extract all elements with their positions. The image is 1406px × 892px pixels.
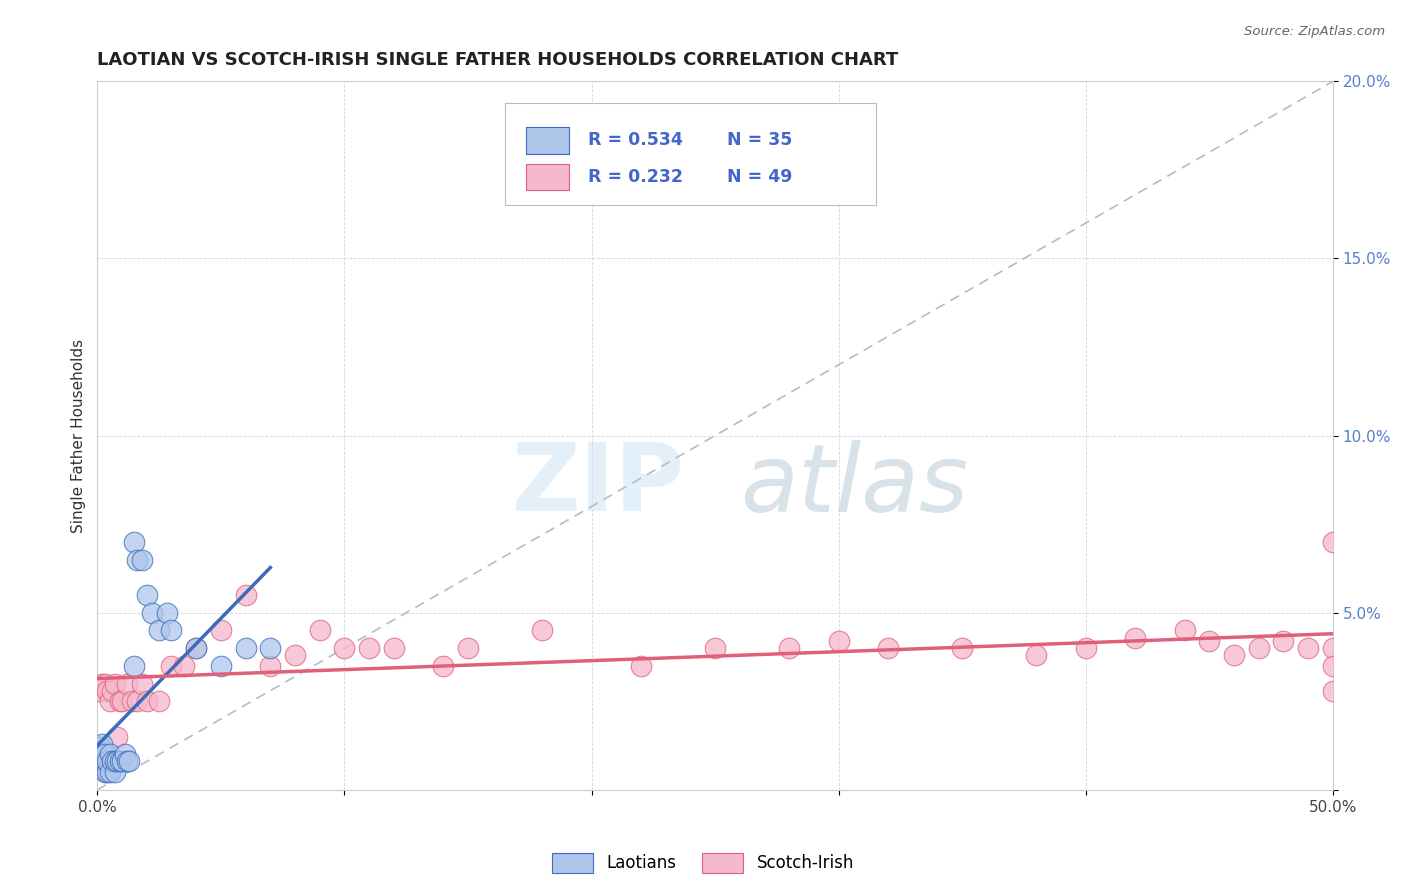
Point: [94, 765, 117, 780]
Text: N = 35: N = 35: [727, 131, 793, 149]
Point: [778, 641, 800, 656]
Point: [235, 588, 257, 602]
Point: [1322, 641, 1344, 656]
Legend: Laotians, Scotch-Irish: Laotians, Scotch-Irish: [546, 847, 860, 880]
Point: [1272, 634, 1295, 648]
Point: [1322, 534, 1344, 549]
Point: [124, 534, 146, 549]
Point: [160, 658, 183, 673]
Point: [1322, 683, 1344, 698]
FancyBboxPatch shape: [526, 127, 569, 153]
Point: [91, 676, 114, 690]
Point: [333, 641, 356, 656]
Text: N = 49: N = 49: [727, 168, 793, 186]
Point: [259, 658, 281, 673]
Point: [94, 755, 117, 769]
Point: [148, 624, 170, 638]
Point: [1074, 641, 1097, 656]
Point: [89, 683, 111, 698]
Point: [235, 641, 257, 656]
Point: [160, 624, 183, 638]
Point: [89, 740, 111, 755]
Point: [209, 624, 232, 638]
Point: [359, 641, 381, 656]
Text: R = 0.534: R = 0.534: [588, 131, 683, 149]
FancyBboxPatch shape: [526, 163, 569, 191]
Point: [91, 737, 114, 751]
Point: [91, 747, 114, 762]
Point: [173, 658, 195, 673]
Point: [96, 755, 118, 769]
Point: [89, 747, 111, 762]
Text: Source: ZipAtlas.com: Source: ZipAtlas.com: [1244, 25, 1385, 38]
FancyBboxPatch shape: [505, 103, 876, 205]
Point: [148, 694, 170, 708]
Point: [131, 552, 153, 566]
Point: [1198, 634, 1220, 648]
Point: [98, 765, 121, 780]
Point: [104, 676, 127, 690]
Point: [115, 755, 138, 769]
Point: [111, 694, 134, 708]
Point: [1247, 641, 1270, 656]
Point: [1025, 648, 1047, 663]
Point: [284, 648, 307, 663]
Point: [101, 683, 124, 698]
Point: [104, 765, 127, 780]
Point: [382, 641, 405, 656]
Point: [125, 552, 148, 566]
Point: [124, 658, 146, 673]
Point: [1296, 641, 1319, 656]
Text: ZIP: ZIP: [512, 439, 685, 532]
Point: [135, 588, 157, 602]
Point: [131, 676, 153, 690]
Point: [108, 755, 131, 769]
Point: [1123, 631, 1146, 645]
Text: LAOTIAN VS SCOTCH-IRISH SINGLE FATHER HOUSEHOLDS CORRELATION CHART: LAOTIAN VS SCOTCH-IRISH SINGLE FATHER HO…: [97, 51, 898, 69]
Point: [457, 641, 479, 656]
Point: [105, 755, 128, 769]
Point: [155, 606, 177, 620]
Point: [101, 755, 124, 769]
Point: [209, 658, 232, 673]
Point: [135, 694, 157, 708]
Point: [828, 634, 851, 648]
Point: [186, 641, 208, 656]
Point: [950, 641, 973, 656]
Point: [259, 641, 281, 656]
Point: [98, 694, 121, 708]
Point: [94, 747, 117, 762]
Point: [115, 676, 138, 690]
Point: [877, 641, 900, 656]
Point: [108, 694, 131, 708]
Point: [1322, 658, 1344, 673]
Point: [1223, 648, 1246, 663]
Point: [111, 755, 134, 769]
Point: [531, 624, 554, 638]
Point: [432, 658, 454, 673]
Point: [89, 755, 111, 769]
Y-axis label: Single Father Households: Single Father Households: [72, 339, 86, 533]
Point: [118, 755, 141, 769]
Point: [121, 694, 143, 708]
Point: [104, 755, 127, 769]
Point: [114, 747, 136, 762]
Point: [704, 641, 727, 656]
Point: [186, 641, 208, 656]
Point: [96, 683, 118, 698]
Text: R = 0.232: R = 0.232: [588, 168, 683, 186]
Point: [308, 624, 330, 638]
Point: [125, 694, 148, 708]
Point: [98, 747, 121, 762]
Point: [91, 755, 114, 769]
Text: atlas: atlas: [740, 440, 969, 531]
Point: [105, 730, 128, 744]
Point: [630, 658, 652, 673]
Point: [1174, 624, 1197, 638]
Point: [96, 765, 118, 780]
Point: [94, 676, 117, 690]
Point: [141, 606, 163, 620]
